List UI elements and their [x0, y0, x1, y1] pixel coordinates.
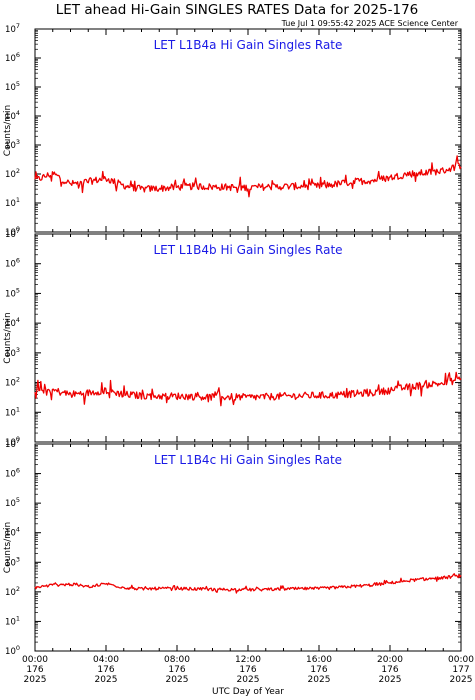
x-tick-label: 00:00 — [22, 655, 48, 665]
y-tick-label: 102 — [5, 167, 20, 180]
y-tick-label: 106 — [5, 257, 20, 270]
y-axis-label: Counts/min — [3, 105, 13, 156]
series-line — [34, 155, 462, 198]
x-tick-label: 176 — [168, 665, 185, 675]
plot-frame — [34, 28, 462, 233]
panel-title: LET L1B4c Hi Gain Singles Rate — [154, 453, 342, 467]
x-tick-label: 176 — [381, 665, 398, 675]
x-tick-label: 2025 — [308, 675, 331, 685]
y-tick-label: 106 — [5, 467, 20, 480]
series-line — [34, 371, 462, 407]
figure-title: LET ahead Hi-Gain SINGLES RATES Data for… — [56, 2, 419, 18]
y-axis-label: Counts/min — [3, 522, 13, 573]
x-tick-label: 12:00 — [235, 655, 261, 665]
x-tick-label: 04:00 — [93, 655, 119, 665]
y-tick-label: 105 — [5, 286, 20, 299]
panel-title: LET L1B4a Hi Gain Singles Rate — [154, 38, 343, 52]
x-tick-label: 176 — [239, 665, 256, 675]
x-axis-label: UTC Day of Year — [212, 687, 284, 697]
y-tick-label: 101 — [5, 614, 20, 627]
x-axis-tick-labels: 00:00176202504:00176202508:00176202512:0… — [22, 655, 474, 697]
generated-timestamp: Tue Jul 1 09:55:42 2025 ACE Science Cent… — [281, 19, 459, 28]
x-tick-label: 177 — [452, 665, 469, 675]
series-line — [34, 573, 462, 594]
x-tick-label: 176 — [97, 665, 114, 675]
y-tick-label: 101 — [5, 405, 20, 418]
x-tick-label: 2025 — [237, 675, 260, 685]
x-tick-label: 2025 — [95, 675, 118, 685]
y-axis-label: Counts/min — [3, 312, 13, 363]
x-tick-label: 08:00 — [164, 655, 190, 665]
y-tick-label: 101 — [5, 196, 20, 209]
y-tick-label: 107 — [5, 22, 20, 35]
x-tick-label: 176 — [310, 665, 327, 675]
plot-frame — [34, 443, 462, 652]
x-tick-label: 00:00 — [448, 655, 474, 665]
x-tick-label: 2025 — [24, 675, 47, 685]
x-tick-label: 2025 — [379, 675, 402, 685]
y-tick-label: 102 — [5, 376, 20, 389]
x-tick-label: 176 — [26, 665, 43, 675]
x-tick-label: 2025 — [166, 675, 189, 685]
panel-title: LET L1B4b Hi Gain Singles Rate — [153, 243, 342, 257]
y-tick-label: 106 — [5, 51, 20, 64]
x-tick-label: 2025 — [450, 675, 473, 685]
x-tick-label: 20:00 — [377, 655, 403, 665]
y-tick-label: 105 — [5, 496, 20, 509]
y-tick-label: 100 — [5, 644, 20, 657]
plot-frame — [34, 233, 462, 443]
y-tick-label: 105 — [5, 80, 20, 93]
y-tick-label: 102 — [5, 585, 20, 598]
x-tick-label: 16:00 — [306, 655, 332, 665]
